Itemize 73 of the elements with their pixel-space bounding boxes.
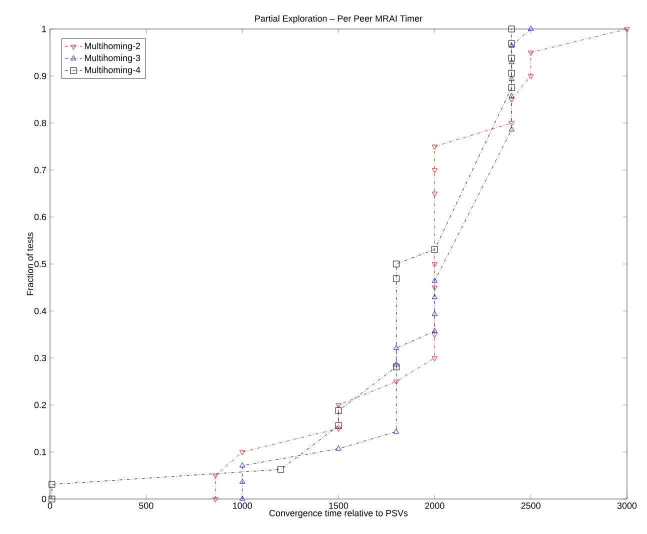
y-axis-title: Fraction of tests	[26, 232, 34, 296]
y-tick-label: 0.1	[34, 448, 46, 456]
y-tick-label: 0.4	[34, 308, 46, 314]
point	[432, 328, 438, 333]
point	[393, 344, 400, 350]
point	[335, 422, 342, 429]
point	[239, 450, 246, 456]
y-tick-label: 0.5	[34, 260, 46, 268]
point	[528, 50, 534, 56]
legend-label: Multihoming-4	[84, 66, 140, 75]
point	[336, 403, 342, 408]
point	[212, 474, 218, 479]
point	[393, 361, 400, 366]
x-tick-label: 0	[48, 502, 52, 509]
y-tick-label: 0.6	[34, 214, 46, 220]
legend-label: Multihoming-3	[84, 54, 140, 63]
point	[392, 275, 400, 282]
point	[528, 74, 534, 80]
point	[335, 407, 342, 414]
x-tick-label: 500	[139, 502, 154, 509]
point	[508, 126, 514, 132]
point	[508, 26, 515, 32]
x-tick-label: 3000	[617, 502, 637, 509]
point	[432, 356, 438, 362]
y-tick-label: 0.9	[34, 72, 46, 80]
point	[239, 496, 246, 501]
y-tick-label: 0.8	[34, 120, 46, 126]
point	[48, 496, 56, 502]
point	[432, 286, 438, 291]
legend-label: Multihoming-2	[84, 42, 140, 51]
point	[508, 98, 514, 103]
point	[432, 262, 438, 268]
point	[432, 294, 438, 300]
point	[508, 70, 515, 76]
point	[508, 76, 514, 82]
y-tick-label: 0	[42, 496, 46, 502]
point	[278, 466, 284, 473]
point	[508, 40, 515, 47]
chart-title: Partial Exploration – Per Peer MRAI Timer	[255, 15, 422, 24]
point	[336, 426, 342, 432]
point	[48, 481, 56, 488]
point	[432, 192, 438, 197]
point	[212, 497, 218, 502]
y-tick-label: 1	[42, 26, 46, 32]
point	[508, 121, 514, 126]
point	[393, 428, 400, 434]
y-tick-label: 0.7	[34, 166, 46, 174]
point	[432, 332, 438, 338]
point	[528, 26, 534, 31]
y-tick-label: 0.3	[34, 354, 46, 362]
point	[431, 246, 438, 253]
point	[392, 364, 400, 370]
x-tick-label: 2500	[521, 502, 540, 509]
point	[393, 380, 400, 385]
point	[508, 84, 515, 91]
point	[508, 42, 514, 48]
x-axis-title: Convergence time relative to PSVs	[269, 510, 408, 518]
point	[432, 311, 438, 316]
x-tick-label: 1000	[233, 502, 252, 509]
point	[432, 168, 438, 174]
point	[508, 54, 515, 62]
point	[624, 27, 630, 32]
point	[432, 144, 438, 150]
point	[432, 278, 438, 283]
point	[392, 260, 400, 268]
point	[508, 59, 514, 64]
point	[508, 92, 514, 98]
point	[239, 462, 246, 468]
x-tick-label: 1500	[329, 502, 348, 509]
point	[239, 478, 246, 484]
y-tick-label: 0.2	[34, 402, 46, 408]
x-tick-label: 2000	[425, 502, 444, 509]
point	[336, 445, 342, 450]
